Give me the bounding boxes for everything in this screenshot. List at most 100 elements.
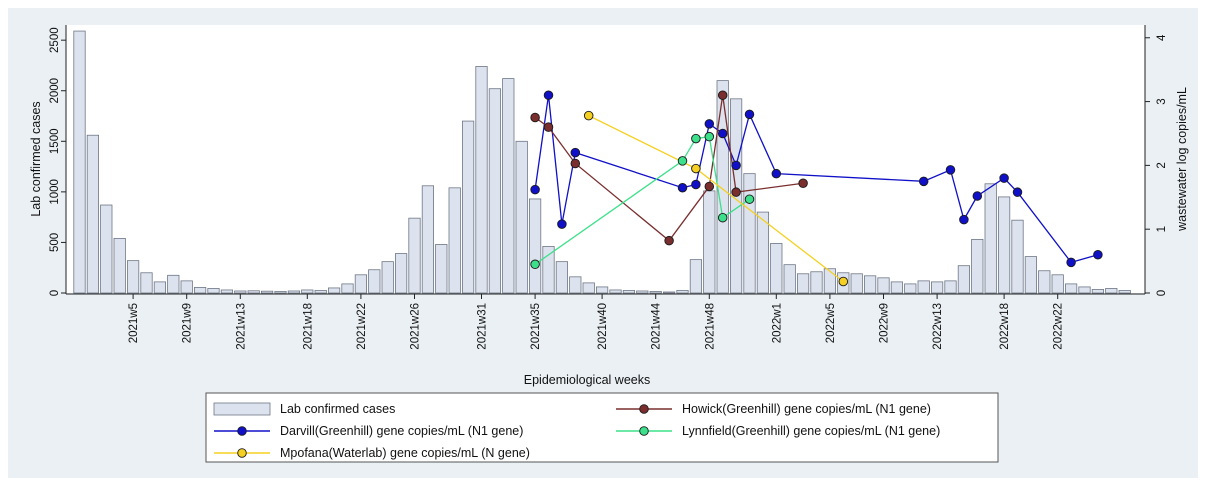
bar-week-40 [596,286,609,294]
y-left-tick-label: 1000 [49,179,61,205]
y-right-tick-label: 2 [1156,162,1168,168]
series-2-point-5 [744,194,755,204]
bar-week-12 [220,289,233,294]
bar-week-11 [207,288,220,294]
bar-week-24 [381,261,394,294]
bar-week-53 [770,243,783,294]
legend-label-0: Lab confirmed cases [280,402,395,416]
x-tick-label: 2021w31 [477,303,489,350]
x-tick-label: 2022w9 [879,303,891,343]
bar-week-31 [475,66,488,294]
series-1-point-6 [731,187,741,197]
series-2-point-4 [717,212,728,223]
legend-key-marker-4 [237,448,247,458]
bar-week-75 [1065,283,1078,294]
series-1-point-7 [798,178,808,188]
y-axis-left-title: Lab confirmed cases [29,101,43,216]
legend-key-bar [213,402,271,416]
bar-week-54 [783,264,796,294]
bar-week-61 [877,277,890,294]
x-tick-label: 2021w13 [235,303,247,350]
x-tick-label: 2021w5 [128,303,140,343]
bar-week-21 [341,283,354,294]
series-2-point-3 [704,131,715,142]
legend-box [205,392,999,463]
series-0-point-5 [691,179,701,190]
series-line-2 [534,135,750,265]
bar-week-4 [113,237,126,294]
bar-week-14 [247,290,260,294]
x-tick-label: 2022w13 [932,303,944,350]
series-0-point-18 [1093,249,1103,260]
bar-week-55 [797,273,810,294]
series-3-point-0 [583,110,594,121]
bar-week-44 [649,291,662,294]
bar-week-46 [676,290,689,294]
legend: Lab confirmed cases Howick(Greenhill) gen… [205,392,999,463]
y-left-tick-label: 1500 [49,129,61,155]
bar-week-23 [368,269,381,294]
y-axis-right-title: wastewater log copies/mL [1175,87,1189,232]
series-0-point-9 [744,109,755,120]
y-left-tick-label: 2000 [49,78,61,104]
bar-week-10 [193,287,207,294]
series-0-point-13 [959,214,969,225]
x-tick-label: 2021w40 [597,303,609,350]
series-0-point-16 [1012,187,1023,197]
legend-key-marker-2 [237,426,247,436]
x-tick-label: 2022w5 [825,303,837,343]
bar-week-64 [917,280,930,294]
bar-week-25 [394,253,408,294]
bar-week-56 [810,271,823,294]
bar-week-62 [890,281,904,294]
bar-week-30 [461,120,475,294]
series-0-point-1 [543,90,554,100]
bar-week-79 [1118,290,1131,294]
bar-week-37 [555,261,569,294]
series-3-point-2 [838,276,849,287]
bar-week-29 [448,187,461,294]
bar-week-72 [1024,256,1037,294]
bar-week-2 [86,134,99,294]
bar-week-3 [100,204,113,294]
series-0-point-0 [530,184,540,195]
series-0-point-6 [704,119,715,129]
series-0-point-2 [557,219,567,229]
bar-week-38 [569,276,582,294]
series-0-point-7 [717,128,728,139]
bar-week-67 [957,265,971,294]
x-tick-label: 2021w35 [530,303,542,350]
series-0-point-11 [918,176,929,187]
x-tick-label: 2021w9 [182,303,194,343]
bar-week-1 [73,30,86,294]
bar-week-73 [1038,270,1051,294]
x-axis-title: Epidemiological weeks [524,373,650,387]
x-tick-label: 2021w44 [651,302,663,349]
legend-label-3: Lynnfield(Greenhill) gene copies/mL (N1 … [682,424,940,438]
bar-week-60 [864,275,877,294]
series-0-point-15 [999,173,1009,183]
series-2-point-1 [677,156,688,166]
series-0-point-3 [570,147,581,158]
bar-week-78 [1105,288,1118,294]
x-tick-label: 2021w26 [410,303,422,350]
bar-week-45 [663,291,676,294]
bar-week-35 [529,198,542,294]
series-1-point-0 [530,112,540,123]
bar-week-65 [931,281,944,294]
x-tick-label: 2021w18 [302,303,314,350]
series-line-1 [534,95,804,242]
series-0-point-4 [677,182,688,193]
bar-week-9 [180,280,193,294]
x-tick-label: 2022w1 [771,303,783,343]
y-left-tick-label: 0 [49,290,61,296]
plot-background [66,25,1145,293]
series-1-point-2 [570,158,581,169]
bar-week-71 [1011,219,1024,294]
series-0-point-8 [731,160,741,171]
y-right-tick-label: 0 [1156,290,1168,296]
bar-week-36 [542,246,555,294]
series-1-point-5 [717,90,728,100]
bar-week-19 [314,290,327,294]
y-right-tick-label: 1 [1156,226,1168,232]
